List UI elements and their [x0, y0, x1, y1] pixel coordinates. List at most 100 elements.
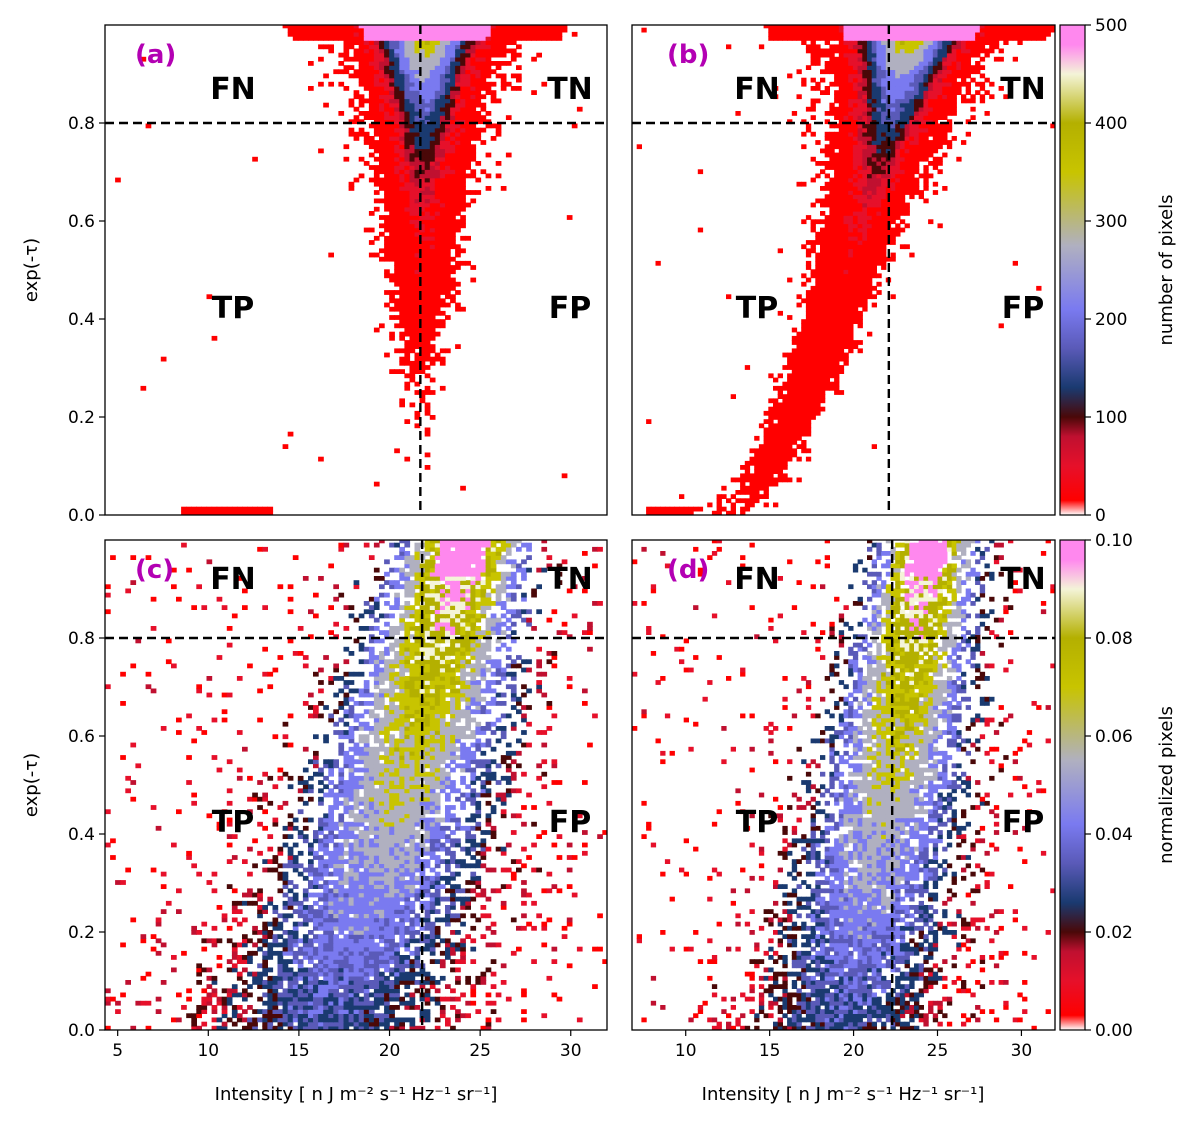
heatmap-cell — [318, 950, 324, 956]
heatmap-cell — [843, 127, 849, 133]
heatmap-cell — [857, 186, 863, 191]
heatmap-cell — [918, 44, 924, 50]
heatmap-cell — [937, 115, 943, 120]
heatmap-cell — [419, 102, 426, 108]
heatmap-cell — [470, 156, 477, 162]
heatmap-cell — [815, 348, 821, 354]
heatmap-cell — [890, 52, 896, 58]
heatmap-cell — [445, 277, 451, 283]
heatmap-cell — [871, 36, 877, 41]
heatmap-cell — [404, 181, 411, 187]
heatmap-cell — [424, 98, 431, 104]
heatmap-cell — [318, 44, 324, 50]
heatmap-cell — [434, 1017, 441, 1023]
heatmap-cell — [368, 27, 375, 33]
heatmap-cell — [834, 327, 840, 333]
heatmap-cell — [480, 52, 487, 58]
heatmap-cell — [848, 327, 854, 333]
heatmap-cell — [384, 119, 390, 125]
heatmap-cell — [434, 102, 441, 108]
heatmap-cell — [373, 86, 380, 91]
heatmap-cell — [399, 290, 405, 295]
heatmap-cell — [876, 136, 882, 141]
heatmap-cell — [500, 52, 507, 58]
heatmap-cell — [379, 90, 385, 95]
heatmap-cell — [951, 48, 957, 54]
heatmap-cell — [881, 136, 887, 141]
heatmap-cell — [975, 61, 981, 66]
heatmap-cell — [419, 123, 426, 129]
heatmap-cell — [424, 144, 431, 150]
heatmap-cell — [848, 273, 854, 279]
heatmap-cell — [805, 31, 812, 37]
heatmap-cell — [333, 963, 339, 969]
heatmap-cell — [923, 198, 929, 204]
heatmap-cell — [857, 315, 863, 320]
heatmap-cell — [257, 510, 263, 515]
heatmap-cell — [429, 52, 436, 58]
heatmap-cell — [834, 352, 840, 358]
heatmap-cell — [801, 402, 807, 408]
heatmap-cell — [399, 44, 405, 50]
heatmap-cell — [186, 1013, 192, 1019]
heatmap-cell — [455, 290, 461, 295]
heatmap-cell — [838, 144, 845, 150]
heatmap-cell — [777, 448, 783, 454]
heatmap-cell — [373, 131, 380, 137]
heatmap-cell — [829, 348, 835, 354]
heatmap-cell — [909, 86, 915, 91]
heatmap-cell — [895, 77, 901, 83]
heatmap-cell — [852, 248, 859, 254]
heatmap-cell — [500, 25, 507, 29]
heatmap-cell — [932, 94, 939, 100]
heatmap-cell — [470, 61, 477, 66]
heatmap-cell — [857, 269, 863, 275]
heatmap-cell — [313, 31, 319, 37]
heatmap-cell — [768, 27, 774, 33]
heatmap-cell — [384, 106, 390, 112]
heatmap-cell — [787, 440, 793, 445]
heatmap-cell — [434, 44, 441, 50]
heatmap-cell — [409, 298, 416, 304]
heatmap-cell — [302, 967, 309, 973]
heatmap-cell — [384, 169, 390, 175]
heatmap-cell — [247, 1025, 253, 1030]
heatmap-cell — [801, 448, 807, 454]
heatmap-cell — [429, 344, 436, 349]
heatmap-cell — [414, 148, 421, 154]
heatmap-cell — [536, 25, 542, 29]
heatmap-cell — [384, 202, 390, 208]
heatmap-cell — [338, 1005, 345, 1010]
heatmap-cell — [384, 111, 390, 116]
heatmap-cell — [881, 206, 887, 212]
heatmap-cell — [824, 265, 830, 270]
heatmap-cell — [439, 181, 446, 187]
heatmap-cell — [328, 25, 334, 29]
heatmap-cell — [777, 402, 783, 408]
heatmap-cell — [434, 1000, 441, 1006]
heatmap-cell — [353, 959, 360, 964]
heatmap-cell — [445, 294, 451, 300]
heatmap-cell — [414, 344, 421, 349]
heatmap-cell — [556, 27, 563, 33]
heatmap-cell — [829, 31, 835, 37]
heatmap-cell — [475, 36, 482, 41]
heatmap-cell — [876, 106, 882, 112]
heatmap-cell — [394, 992, 400, 998]
heatmap-cell — [262, 942, 268, 948]
heatmap-cell — [829, 340, 835, 345]
heatmap-cell — [876, 235, 882, 241]
heatmap-cell — [899, 198, 906, 204]
heatmap-cell — [815, 252, 821, 258]
heatmap-cell — [445, 240, 451, 245]
heatmap-cell — [389, 980, 395, 985]
heatmap-cell — [909, 127, 915, 133]
heatmap-cell — [881, 115, 887, 120]
heatmap-cell — [829, 344, 835, 349]
heatmap-cell — [404, 136, 411, 141]
heatmap-cell — [353, 996, 360, 1002]
heatmap-cell — [815, 81, 821, 87]
heatmap-cell — [191, 506, 197, 512]
heatmap-cell — [455, 996, 461, 1002]
heatmap-cell — [368, 102, 375, 108]
